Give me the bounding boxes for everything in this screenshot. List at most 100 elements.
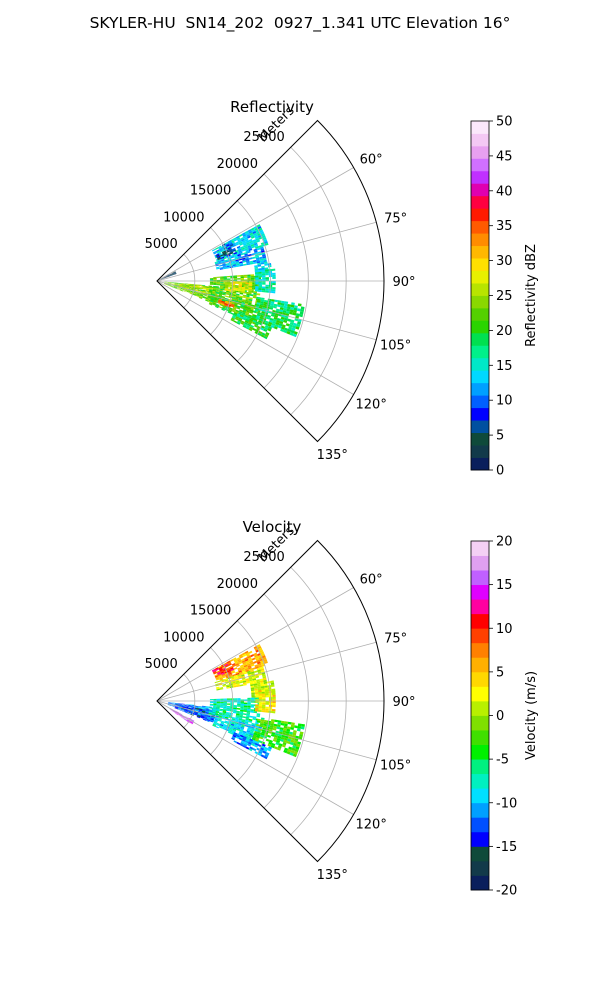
echo-cell: [246, 670, 251, 674]
echo-cell: [292, 333, 297, 338]
echo-cell: [272, 276, 276, 279]
echo-cell: [220, 278, 224, 280]
echo-cell: [272, 738, 277, 743]
echo-region: [215, 247, 238, 261]
echo-cell: [234, 287, 239, 290]
echo-cell: [239, 714, 243, 717]
echo-cell: [213, 282, 217, 285]
echo-cell: [234, 311, 239, 314]
echo-cell: [251, 722, 256, 726]
echo-cell: [234, 676, 239, 679]
echo-cell: [218, 246, 223, 250]
echo-cell: [195, 295, 200, 298]
echo-cell: [233, 707, 237, 710]
echo-cell: [245, 282, 249, 285]
echo-cell: [220, 671, 225, 674]
echo-cell: [250, 275, 255, 278]
echo-cell: [189, 722, 193, 725]
echo-cell: [189, 721, 193, 725]
echo-cell: [217, 672, 222, 676]
echo-cell: [254, 266, 259, 270]
echo-cell: [198, 710, 202, 713]
echo-cell: [212, 723, 217, 726]
echo-cell: [188, 708, 193, 710]
echo-cell: [238, 241, 243, 245]
echo-cell: [244, 667, 249, 671]
echo-cell: [259, 736, 264, 740]
echo-cell: [270, 684, 275, 687]
echo-cell: [254, 730, 258, 734]
echo-cell: [278, 743, 283, 747]
echo-cell: [238, 317, 243, 321]
range-tick-label: 20000: [217, 577, 258, 592]
echo-cell: [228, 728, 233, 732]
echo-cell: [248, 287, 253, 290]
echo-cell: [256, 644, 261, 648]
colorbar-tick-label: 0: [496, 464, 504, 479]
echo-cell: [237, 320, 241, 324]
echo-cell: [247, 323, 251, 327]
azimuth-tick-label: 135°: [317, 868, 348, 883]
echo-cell: [234, 719, 239, 722]
colorbar-segment: [471, 555, 489, 571]
echo-cell: [208, 710, 213, 712]
echo-cell: [271, 289, 276, 292]
echo-cell: [243, 251, 248, 255]
echo-cell: [230, 703, 234, 706]
echo-cell: [246, 308, 251, 312]
echo-cell: [259, 649, 264, 653]
echo-cell: [249, 242, 254, 246]
echo-cell: [208, 291, 213, 293]
echo-cell: [250, 704, 255, 707]
echo-cell: [274, 734, 279, 738]
echo-cell: [280, 302, 285, 306]
colorbar-segment: [471, 860, 489, 876]
echo-cell: [264, 687, 268, 690]
echo-cell: [247, 699, 251, 701]
echo-cell: [241, 255, 246, 259]
echo-cell: [272, 701, 276, 704]
echo-cell: [213, 277, 217, 280]
echo-cell: [209, 283, 214, 285]
echo-cell: [227, 289, 232, 292]
echo-cell: [256, 303, 260, 307]
echo-cell: [215, 253, 220, 256]
echo-cell: [253, 681, 257, 684]
echo-cell: [244, 724, 249, 728]
echo-cell: [259, 260, 264, 263]
echo-cell: [265, 288, 269, 291]
echo-cell: [208, 303, 213, 306]
echo-cell: [232, 657, 237, 661]
echo-cell: [226, 709, 230, 712]
echo-cell: [264, 753, 269, 758]
echo-cell: [260, 651, 265, 655]
echo-cell: [248, 289, 252, 291]
echo-cell: [181, 704, 186, 706]
echo-cell: [196, 285, 200, 288]
echo-cell: [205, 297, 210, 300]
echo-cell: [254, 236, 259, 240]
echo-cell: [290, 724, 295, 728]
echo-cell: [259, 678, 264, 682]
echo-cell: [251, 694, 255, 697]
echo-cell: [238, 721, 243, 724]
echo-cell: [299, 311, 304, 315]
echo-cell: [247, 672, 252, 675]
echo-cell: [262, 281, 266, 283]
echo-cell: [253, 728, 258, 732]
echo-cell: [209, 720, 214, 723]
echo-cell: [258, 282, 263, 285]
echo-cell: [218, 714, 223, 716]
echo-cell: [166, 275, 170, 277]
echo-cell: [259, 258, 264, 262]
echo-cell: [233, 278, 238, 280]
echo-cell: [198, 706, 203, 708]
echo-cell: [174, 282, 179, 284]
echo-cell: [288, 324, 294, 328]
echo-cell: [279, 729, 284, 733]
echo-cell: [224, 720, 229, 723]
echo-cell: [286, 728, 291, 732]
echo-cell: [255, 317, 260, 321]
echo-cell: [247, 665, 252, 668]
echo-cell: [219, 266, 224, 269]
